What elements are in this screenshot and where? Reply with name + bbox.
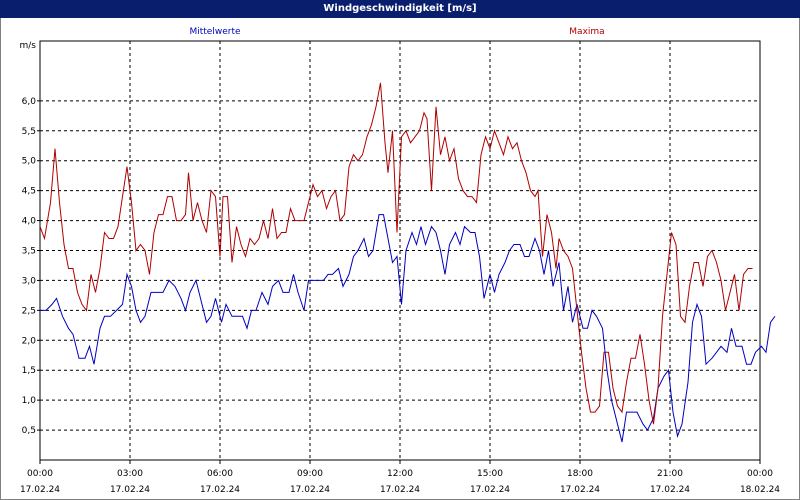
x-tick-date-label: 17.02.24 [380, 485, 420, 495]
x-tick-time-label: 06:00 [207, 469, 233, 479]
x-tick-date-label: 17.02.24 [20, 485, 60, 495]
x-tick-date-label: 17.02.24 [560, 485, 600, 495]
y-tick-label: 3,0 [22, 276, 37, 286]
x-tick-time-label: 18:00 [567, 469, 593, 479]
x-tick-time-label: 00:00 [747, 469, 773, 479]
series-group [39, 82, 776, 443]
series-line-mittelwerte [40, 214, 776, 443]
y-tick-label: 2,0 [22, 336, 37, 346]
y-tick-label: 2,5 [22, 306, 36, 316]
x-tick-time-label: 21:00 [657, 469, 683, 479]
x-tick-date-label: 17.02.24 [200, 485, 240, 495]
series-line-maxima [39, 82, 753, 425]
x-tick-date-label: 17.02.24 [650, 485, 690, 495]
y-tick-label: 4,0 [22, 217, 37, 227]
legend-max: Maxima [569, 27, 604, 37]
x-tick-time-label: 15:00 [477, 469, 503, 479]
y-tick-label: 5,0 [22, 157, 37, 167]
y-tick-label: 6,0 [22, 97, 37, 107]
y-tick-label: 4,5 [22, 187, 36, 197]
y-tick-label: 1,0 [22, 396, 37, 406]
x-axis-ticks: 00:00 17.02.24 03:00 17.02.24 06:00 17.02.24 0… [20, 460, 780, 495]
legend-mean: Mittelwerte [189, 27, 240, 37]
grid [40, 41, 760, 460]
x-tick-time-label: 00:00 [27, 469, 53, 479]
x-tick-date-label: 17.02.24 [290, 485, 330, 495]
x-tick-time-label: 09:00 [297, 469, 323, 479]
x-tick-time-label: 03:00 [117, 469, 143, 479]
y-axis-unit-label: m/s [20, 41, 37, 51]
x-tick-date-label: 17.02.24 [110, 485, 150, 495]
y-tick-label: 5,5 [22, 127, 36, 137]
y-tick-label: 1,5 [22, 366, 36, 376]
x-tick-time-label: 12:00 [387, 469, 413, 479]
x-tick-date-label: 18.02.24 [740, 485, 780, 495]
y-axis-ticks: 0,5 1,0 1,5 2,0 2,5 3,0 3,5 4,0 4,5 5,0 5,5 6,0 [22, 97, 40, 436]
y-tick-label: 3,5 [22, 247, 36, 257]
x-tick-date-label: 17.02.24 [470, 485, 510, 495]
window-title: Windgeschwindigkeit [m/s] [0, 0, 800, 18]
y-tick-label: 0,5 [22, 426, 36, 436]
